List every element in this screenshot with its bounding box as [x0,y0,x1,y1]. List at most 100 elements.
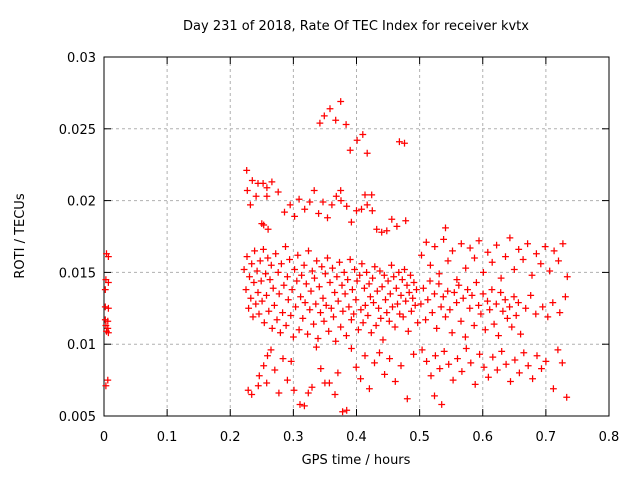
data-point [388,215,396,223]
data-point [248,391,256,398]
data-point [291,213,298,220]
data-point [475,302,482,309]
data-point [466,304,474,312]
data-point [480,363,488,371]
data-point [345,303,353,311]
data-point [278,260,285,268]
data-point [457,317,465,325]
data-point [555,257,562,265]
data-point [409,294,417,302]
data-point [293,277,301,285]
data-point [337,187,345,194]
data-point [363,201,371,209]
data-point [442,313,449,321]
data-point [455,281,463,289]
data-point [254,289,262,296]
data-point [282,243,289,250]
data-point [383,309,391,316]
data-point [498,348,506,355]
data-point [376,349,383,357]
data-point [454,355,461,362]
data-point [305,247,312,255]
data-point [417,300,425,308]
data-point [389,303,396,311]
data-point [473,279,480,286]
data-point [492,300,500,308]
data-point [459,294,467,302]
data-point [284,376,291,384]
data-point [317,365,325,372]
data-point [342,121,350,128]
data-point [319,294,327,302]
data-point [546,267,554,275]
data-point [269,284,277,292]
data-point [401,139,408,147]
data-point [396,310,404,318]
data-point [407,271,414,279]
data-point [310,187,318,194]
data-point [371,263,379,271]
x-tick-label: 0.1 [157,430,178,445]
data-point [488,258,496,266]
data-point [348,316,355,324]
data-point [422,316,429,324]
data-point [264,225,272,233]
data-point [248,177,256,184]
data-point [321,270,329,278]
data-point [529,375,536,383]
data-point [358,205,365,213]
data-point [329,264,336,272]
data-point [392,284,400,292]
tick-labels: 0 0.1 0.2 0.3 0.4 0.5 0.6 0.7 0.8 0.005 0.01 0.015 0… [59,51,620,445]
data-point [281,208,288,216]
data-point [462,264,470,272]
data-point [262,270,269,278]
data-point [488,286,496,293]
data-point [358,260,366,268]
data-point [431,392,438,400]
data-point [562,293,569,301]
data-points [101,98,571,416]
data-point [352,296,360,304]
data-point [427,261,434,269]
data-point [549,299,557,306]
data-point [437,303,445,311]
data-point [373,287,381,295]
data-point [508,323,516,331]
data-point [497,289,505,296]
data-point [479,290,487,298]
data-point [382,296,389,304]
data-point [522,304,530,312]
data-point [279,309,286,316]
data-point [453,276,461,283]
data-point [440,348,448,355]
data-point [243,187,251,194]
data-point [299,315,307,322]
data-point [298,271,305,279]
data-point [308,383,316,391]
data-point [251,247,258,255]
data-point [337,197,345,204]
data-point [351,266,358,273]
data-point [436,365,444,372]
data-point [104,317,112,325]
data-point [373,225,381,233]
data-point [288,286,296,293]
x-tick-label: 0.5 [409,430,430,445]
data-point [313,343,320,351]
data-point [533,250,540,258]
data-point [338,281,346,289]
data-point [502,360,510,368]
data-point [402,217,410,225]
data-point [444,287,452,295]
data-point [361,302,369,309]
data-point [466,244,474,252]
data-point [336,258,343,266]
data-point [394,300,401,308]
data-point [418,346,426,354]
data-point [326,105,334,113]
data-point [367,293,374,301]
data-point [301,205,309,213]
data-point [520,349,528,357]
data-point [432,352,439,360]
